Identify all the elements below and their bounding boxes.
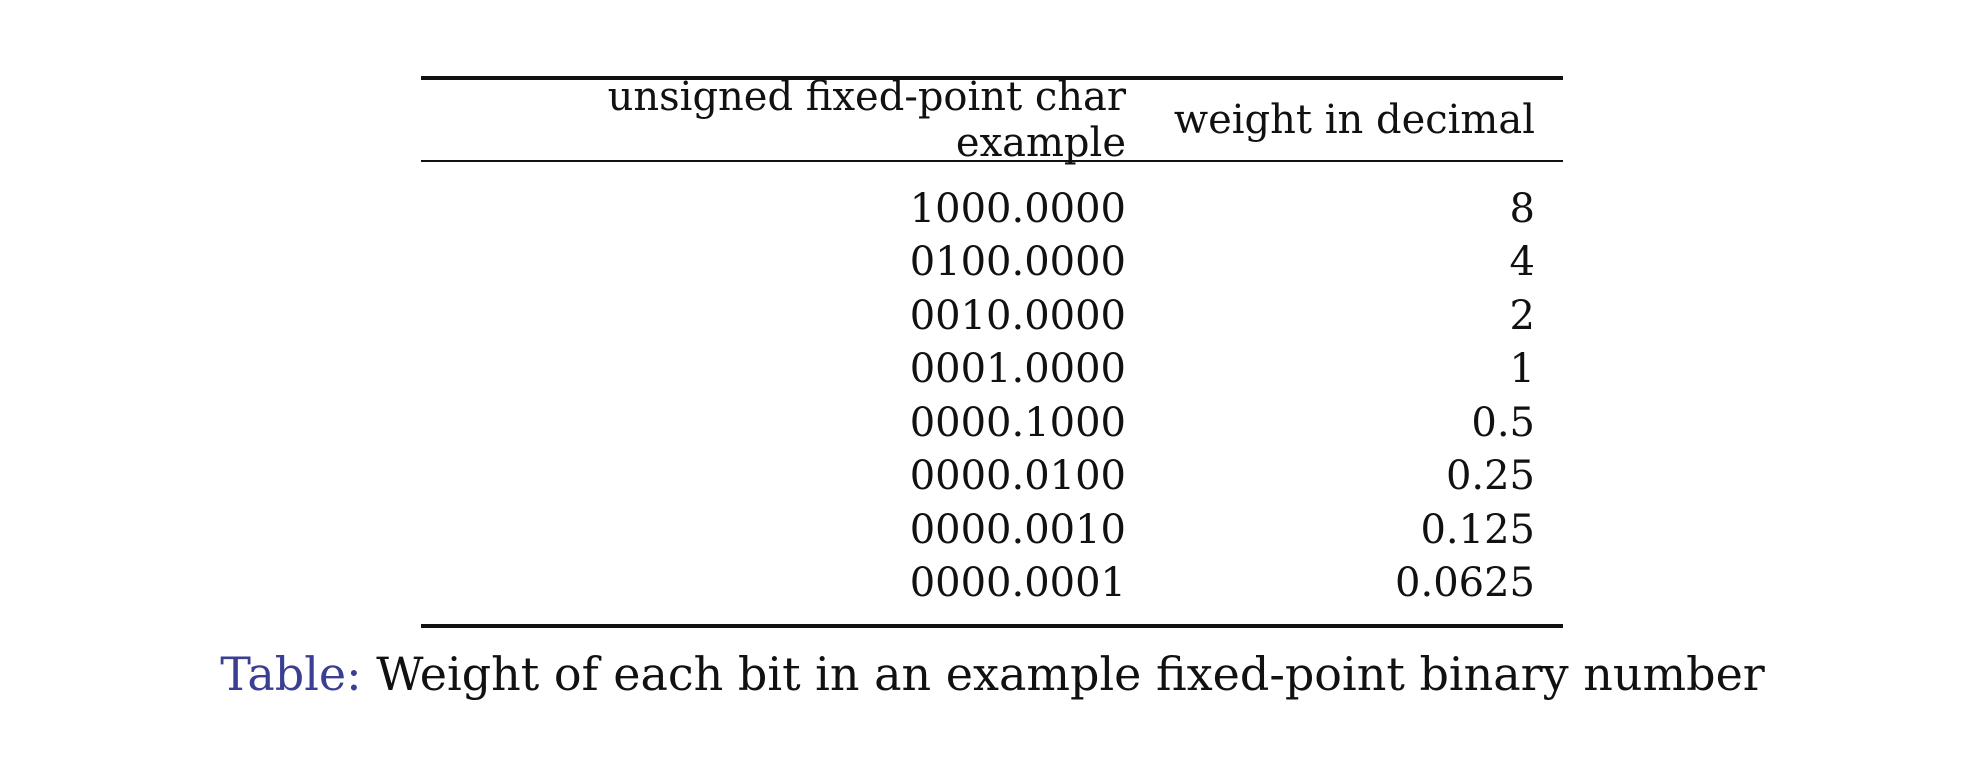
weight-cell: 0.5 (1471, 399, 1535, 446)
table-row: 0000.0010 0.125 (421, 503, 1563, 557)
table-row: 0010.0000 2 (421, 289, 1563, 343)
caption-label: Table: (220, 647, 362, 701)
table-row: 0001.0000 1 (421, 343, 1563, 397)
weight-cell: 0.25 (1445, 453, 1535, 500)
binary-cell: 0001.0000 (909, 346, 1126, 393)
binary-cell: 0000.1000 (909, 399, 1126, 446)
table-bottom-rule (421, 624, 1563, 628)
binary-cell: 0000.0010 (909, 506, 1126, 553)
weight-cell: 1 (1509, 346, 1535, 393)
table-row: 1000.0000 8 (421, 182, 1563, 236)
binary-cell: 0010.0000 (909, 292, 1126, 339)
table-body: 1000.0000 8 0100.0000 4 0010.0000 2 0001… (421, 162, 1563, 624)
table-caption: Table: Weight of each bit in an example … (0, 647, 1985, 701)
weight-cell: 4 (1509, 239, 1535, 286)
binary-cell: 1000.0000 (909, 185, 1126, 232)
table-top-rule (421, 76, 1563, 80)
header-decimal-weight: weight in decimal (1173, 97, 1535, 143)
table-header-row: unsigned fixed-point char example weight… (421, 74, 1563, 166)
binary-cell: 0000.0001 (909, 560, 1126, 607)
table-header-rule (421, 160, 1563, 162)
table-row: 0000.1000 0.5 (421, 396, 1563, 450)
table-row: 0000.0001 0.0625 (421, 557, 1563, 611)
weight-cell: 0.125 (1420, 506, 1535, 553)
binary-cell: 0000.0100 (909, 453, 1126, 500)
table-row: 0100.0000 4 (421, 236, 1563, 290)
caption-text: Weight of each bit in an example fixed-p… (376, 647, 1765, 701)
weight-cell: 0.0625 (1395, 560, 1535, 607)
binary-cell: 0100.0000 (909, 239, 1126, 286)
fixed-point-weight-table: unsigned fixed-point char example weight… (421, 74, 1563, 628)
weight-cell: 8 (1509, 185, 1535, 232)
header-binary-example: unsigned fixed-point char example (607, 74, 1126, 166)
weight-cell: 2 (1509, 292, 1535, 339)
table-row: 0000.0100 0.25 (421, 450, 1563, 504)
